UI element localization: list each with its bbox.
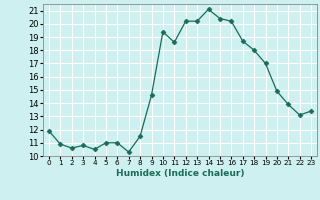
X-axis label: Humidex (Indice chaleur): Humidex (Indice chaleur): [116, 169, 244, 178]
